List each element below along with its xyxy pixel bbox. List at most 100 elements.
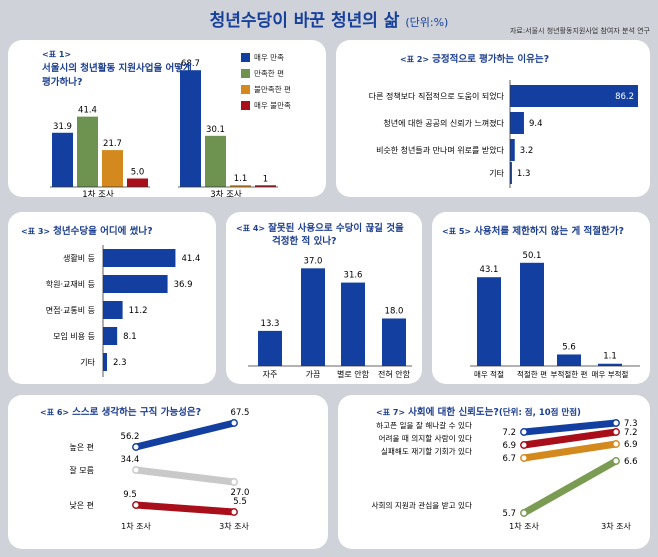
point-value-label: 7.2 (624, 428, 638, 438)
category-label: 학원·교재비 등 (46, 279, 95, 289)
panel-table-6: 56.2 67.5 높은 편 34.4 27.0 잘 모름 9.5 5.5 낮은 편 1차 조사 3… (8, 395, 328, 549)
bar-value-label: 2.3 (113, 358, 127, 368)
legend-item: 매우 불만족 (241, 100, 291, 111)
bar-value-label: 5.0 (131, 168, 145, 178)
category-label: 전혀 안함 (378, 369, 411, 379)
bar-value-label: 18.0 (385, 306, 404, 316)
point-value-label: 5.7 (502, 509, 516, 519)
bar-value-label: 30.1 (206, 125, 225, 135)
chart-table-1: 31.9 41.4 21.7 5.0 1차 조사 68.7 30.1 1.1 1 3차 조사 (50, 59, 278, 200)
bar-value-label: 68.7 (181, 59, 200, 69)
point (520, 454, 528, 462)
bar-value-label: 1.1 (603, 352, 617, 362)
category-label: 1차 조사 (82, 190, 114, 197)
page-title: 청년수당이 바꾼 청년의 삶 (단위:%) (209, 11, 449, 31)
point (230, 508, 238, 516)
table-7-title: <표 7> 사회에 대한 신뢰도는?(단위: 점, 10점 만점) (376, 407, 581, 418)
bar (102, 150, 123, 187)
category-label: 매우 적절 (474, 369, 504, 379)
bar (180, 70, 201, 187)
series-line (132, 419, 238, 451)
table-2-title: <표 2> 긍정적으로 평가하는 이유는? (400, 54, 550, 65)
category-label: 기타 (80, 358, 95, 367)
bar (103, 301, 123, 319)
legend-item: 만족한 편 (241, 68, 291, 79)
point-value-label: 7.3 (624, 419, 638, 429)
point (612, 419, 620, 427)
bar (103, 249, 176, 267)
bar-value-label: 9.4 (529, 119, 543, 129)
bar-value-label: 31.9 (53, 122, 72, 132)
series-line (132, 466, 238, 486)
table-6-title: <표 6> 스스로 생각하는 구직 가능성은? (40, 407, 202, 418)
table-5-title: <표 5> 사용처를 제한하지 않는 게 적절한가? (442, 226, 624, 237)
table-3-title: <표 3> 청년수당을 어디에 썼나? (21, 226, 153, 237)
bar-value-label: 1.1 (234, 174, 248, 184)
bar-value-label: 50.1 (523, 251, 542, 261)
category-label: 기타 (489, 169, 504, 178)
point-value-label: 56.2 (121, 432, 140, 442)
point-value-label: 67.5 (231, 408, 250, 418)
series-label: 하고픈 일을 잘 해나갈 수 있다 (376, 420, 472, 430)
point-value-label: 5.5 (233, 497, 247, 507)
x-axis-label: 1차 조사 (121, 522, 151, 531)
point (230, 419, 238, 427)
series-label: 높은 편 (69, 442, 94, 452)
category-label: 생활비 등 (63, 253, 95, 263)
chart-table-5: 43.1 매우 적절 50.1 적절한 편 5.6 부적절한 편 1.1 매우 부적절 (470, 251, 640, 379)
table-1-number: <표 1> (42, 50, 72, 59)
point-value-label: 6.9 (624, 440, 638, 450)
category-label: 다른 정책보다 직접적으로 도움이 되었다 (369, 91, 505, 101)
point-value-label: 9.5 (123, 490, 137, 500)
bar (510, 162, 512, 184)
series-line (520, 428, 620, 449)
point-value-label: 34.4 (121, 455, 140, 465)
bar (127, 178, 148, 187)
point (520, 428, 528, 436)
bar (341, 282, 365, 366)
panel-table-3: 생활비 등 41.4 학원·교재비 등 36.9 면접·교통비 등 11.2 모임 비용 등… (8, 212, 216, 384)
legend-item: 매우 만족 (241, 52, 291, 63)
legend-swatch (241, 69, 250, 78)
category-label: 별로 안함 (337, 369, 370, 379)
point-value-label: 6.7 (502, 454, 516, 464)
series-line (520, 457, 620, 517)
bar-value-label: 36.9 (174, 280, 193, 290)
point-value-label: 6.6 (624, 457, 638, 467)
bar (510, 112, 524, 134)
legend-label: 만족한 편 (254, 69, 284, 78)
bar (255, 185, 276, 187)
legend-swatch (241, 85, 250, 94)
bar (77, 116, 98, 187)
point (520, 509, 528, 517)
point-value-label: 7.2 (502, 428, 516, 438)
legend-label: 매우 만족 (254, 53, 284, 62)
source-note: 자료:서울시 청년활동지원사업 참여자 분석 연구 (509, 27, 650, 35)
series-line (520, 440, 620, 462)
bar-value-label: 3.2 (520, 146, 534, 156)
point-value-label: 27.0 (231, 488, 250, 498)
bar (598, 363, 622, 366)
point (612, 440, 620, 448)
panel-table-2: 다른 정책보다 직접적으로 도움이 되었다 86.2 청년에 대한 공공의 신뢰가 … (336, 40, 650, 197)
category-label: 부적절한 편 (551, 369, 588, 379)
category-label: 면접·교통비 등 (46, 305, 95, 315)
bar-value-label: 86.2 (615, 92, 634, 102)
chart-table-2: 다른 정책보다 직접적으로 도움이 되었다 86.2 청년에 대한 공공의 신뢰가 … (369, 80, 638, 188)
bar-value-label: 5.6 (562, 342, 576, 352)
point (230, 478, 238, 486)
bar (382, 318, 406, 366)
bar-value-label: 21.7 (103, 139, 122, 149)
legend-swatch (241, 53, 250, 62)
series-label: 어려울 때 의지할 사람이 있다 (379, 433, 473, 443)
bar (103, 353, 108, 371)
bar-value-label: 8.1 (123, 332, 137, 342)
series-line (520, 419, 620, 436)
chart-table-3: 생활비 등 41.4 학원·교재비 등 36.9 면접·교통비 등 11.2 모임 비용 등… (46, 245, 200, 377)
panel-table-4: 13.3 자주 37.0 가끔 31.6 별로 안함 18.0 전혀 안함 <표 4> 잘못된 … (226, 212, 422, 384)
legend-label: 불만족한 편 (254, 85, 291, 94)
point (520, 441, 528, 449)
panel-table-5: 43.1 매우 적절 50.1 적절한 편 5.6 부적절한 편 1.1 매우 부적절 <표 … (432, 212, 650, 384)
point (132, 443, 140, 451)
